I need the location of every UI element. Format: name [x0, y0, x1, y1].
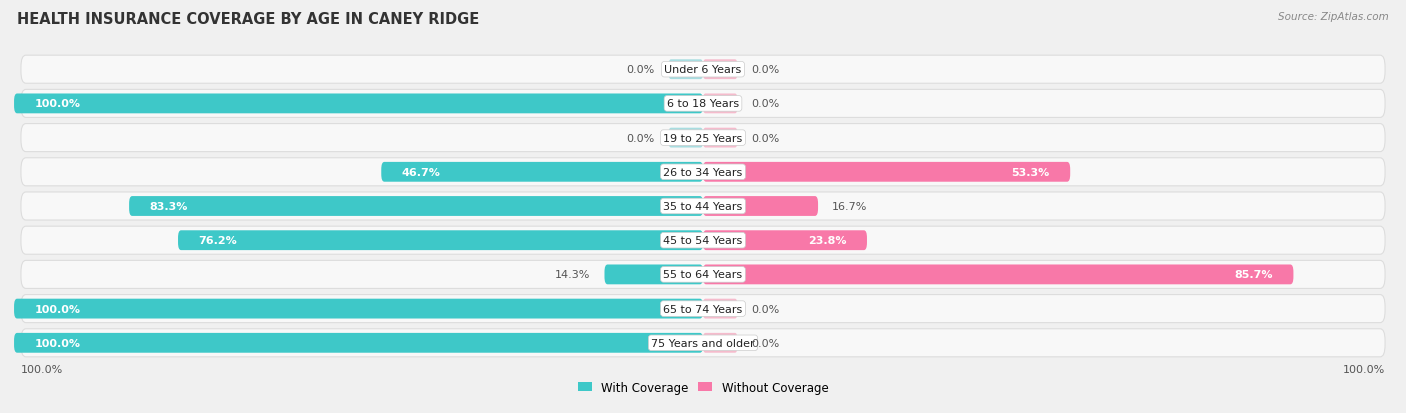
Text: 16.7%: 16.7%	[832, 202, 868, 211]
Text: 0.0%: 0.0%	[751, 133, 779, 143]
Text: 0.0%: 0.0%	[751, 65, 779, 75]
Text: 85.7%: 85.7%	[1234, 270, 1272, 280]
Text: 83.3%: 83.3%	[150, 202, 188, 211]
FancyBboxPatch shape	[129, 197, 703, 216]
Text: Under 6 Years: Under 6 Years	[665, 65, 741, 75]
FancyBboxPatch shape	[703, 231, 868, 251]
Text: 19 to 25 Years: 19 to 25 Years	[664, 133, 742, 143]
FancyBboxPatch shape	[381, 162, 703, 182]
FancyBboxPatch shape	[703, 94, 738, 114]
FancyBboxPatch shape	[703, 265, 1294, 285]
FancyBboxPatch shape	[703, 197, 818, 216]
Text: 100.0%: 100.0%	[1343, 364, 1385, 374]
Text: 23.8%: 23.8%	[808, 236, 846, 246]
FancyBboxPatch shape	[14, 94, 703, 114]
Text: 65 to 74 Years: 65 to 74 Years	[664, 304, 742, 314]
Text: 75 Years and older: 75 Years and older	[651, 338, 755, 348]
FancyBboxPatch shape	[21, 90, 1385, 118]
FancyBboxPatch shape	[669, 60, 703, 80]
FancyBboxPatch shape	[703, 128, 738, 148]
FancyBboxPatch shape	[669, 128, 703, 148]
Text: 53.3%: 53.3%	[1011, 167, 1049, 177]
Text: Source: ZipAtlas.com: Source: ZipAtlas.com	[1278, 12, 1389, 22]
Text: HEALTH INSURANCE COVERAGE BY AGE IN CANEY RIDGE: HEALTH INSURANCE COVERAGE BY AGE IN CANE…	[17, 12, 479, 27]
FancyBboxPatch shape	[179, 231, 703, 251]
Text: 0.0%: 0.0%	[751, 304, 779, 314]
FancyBboxPatch shape	[703, 162, 1070, 182]
Text: 0.0%: 0.0%	[751, 338, 779, 348]
Text: 100.0%: 100.0%	[21, 364, 63, 374]
FancyBboxPatch shape	[21, 227, 1385, 254]
FancyBboxPatch shape	[21, 329, 1385, 357]
FancyBboxPatch shape	[14, 299, 703, 319]
FancyBboxPatch shape	[703, 299, 738, 319]
FancyBboxPatch shape	[21, 261, 1385, 289]
FancyBboxPatch shape	[21, 124, 1385, 152]
Text: 100.0%: 100.0%	[35, 338, 80, 348]
FancyBboxPatch shape	[21, 295, 1385, 323]
FancyBboxPatch shape	[605, 265, 703, 285]
Text: 0.0%: 0.0%	[627, 65, 655, 75]
FancyBboxPatch shape	[703, 333, 738, 353]
Text: 100.0%: 100.0%	[35, 304, 80, 314]
Text: 46.7%: 46.7%	[402, 167, 441, 177]
FancyBboxPatch shape	[703, 60, 738, 80]
FancyBboxPatch shape	[21, 159, 1385, 186]
Text: 45 to 54 Years: 45 to 54 Years	[664, 236, 742, 246]
Text: 14.3%: 14.3%	[555, 270, 591, 280]
Text: 76.2%: 76.2%	[198, 236, 238, 246]
Legend: With Coverage, Without Coverage: With Coverage, Without Coverage	[572, 376, 834, 399]
Text: 55 to 64 Years: 55 to 64 Years	[664, 270, 742, 280]
Text: 6 to 18 Years: 6 to 18 Years	[666, 99, 740, 109]
Text: 26 to 34 Years: 26 to 34 Years	[664, 167, 742, 177]
Text: 35 to 44 Years: 35 to 44 Years	[664, 202, 742, 211]
FancyBboxPatch shape	[21, 192, 1385, 221]
Text: 0.0%: 0.0%	[751, 99, 779, 109]
Text: 0.0%: 0.0%	[627, 133, 655, 143]
FancyBboxPatch shape	[21, 56, 1385, 84]
Text: 100.0%: 100.0%	[35, 99, 80, 109]
FancyBboxPatch shape	[14, 333, 703, 353]
